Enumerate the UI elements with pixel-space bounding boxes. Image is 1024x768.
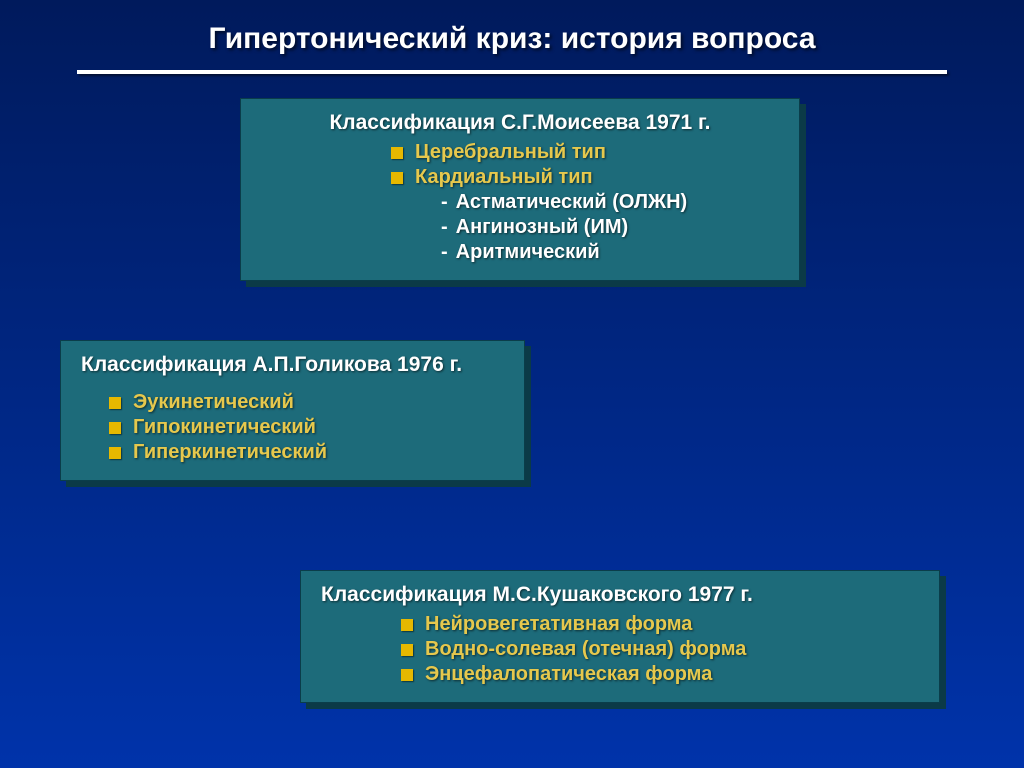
dash-icon: - — [441, 241, 448, 264]
square-bullet-icon — [401, 644, 413, 656]
list-item: Эукинетический — [109, 391, 504, 414]
sub-label: Астматический (ОЛЖН) — [456, 191, 688, 214]
list-item: Гипокинетический — [109, 416, 504, 439]
bullet-label: Кардиальный тип — [415, 166, 593, 189]
list-item: Церебральный тип — [391, 141, 779, 164]
slide-title: Гипертонический криз: история вопроса — [0, 0, 1024, 56]
bullet-label: Эукинетический — [133, 391, 294, 414]
sub-label: Аритмический — [456, 241, 600, 264]
panel-kushakovskiy: Классификация М.С.Кушаковского 1977 г. Н… — [300, 570, 940, 703]
bullet-label: Гипокинетический — [133, 416, 316, 439]
panel3-heading: Классификация М.С.Кушаковского 1977 г. — [321, 583, 919, 607]
dash-icon: - — [441, 216, 448, 239]
bullet-label: Энцефалопатическая форма — [425, 663, 712, 686]
bullet-label: Нейровегетативная форма — [425, 613, 692, 636]
list-item: Кардиальный тип — [391, 166, 779, 189]
bullet-label: Церебральный тип — [415, 141, 606, 164]
square-bullet-icon — [109, 447, 121, 459]
sub-item: - Астматический (ОЛЖН) — [441, 191, 779, 214]
title-underline — [77, 70, 947, 74]
sub-label: Ангинозный (ИМ) — [456, 216, 629, 239]
panel1-heading: Классификация С.Г.Моисеева 1971 г. — [261, 111, 779, 135]
sub-item: - Аритмический — [441, 241, 779, 264]
bullet-label: Водно-солевая (отечная) форма — [425, 638, 746, 661]
sub-item: - Ангинозный (ИМ) — [441, 216, 779, 239]
square-bullet-icon — [401, 669, 413, 681]
panel-moiseev: Классификация С.Г.Моисеева 1971 г. Цереб… — [240, 98, 800, 281]
panel-golikov: Классификация А.П.Голикова 1976 г. Эукин… — [60, 340, 525, 481]
square-bullet-icon — [401, 619, 413, 631]
list-item: Нейровегетативная форма — [401, 613, 919, 636]
list-item: Водно-солевая (отечная) форма — [401, 638, 919, 661]
dash-icon: - — [441, 191, 448, 214]
square-bullet-icon — [109, 397, 121, 409]
square-bullet-icon — [391, 147, 403, 159]
list-item: Энцефалопатическая форма — [401, 663, 919, 686]
square-bullet-icon — [391, 172, 403, 184]
bullet-label: Гиперкинетический — [133, 441, 327, 464]
panel2-heading: Классификация А.П.Голикова 1976 г. — [81, 353, 504, 377]
square-bullet-icon — [109, 422, 121, 434]
list-item: Гиперкинетический — [109, 441, 504, 464]
